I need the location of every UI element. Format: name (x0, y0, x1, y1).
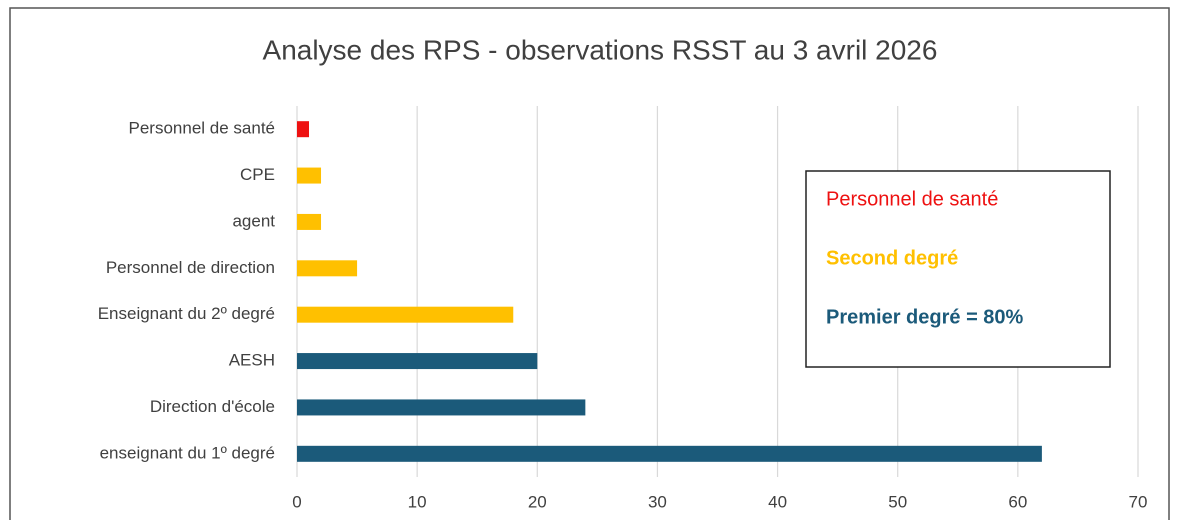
y-tick-label: Enseignant du 2º degré (98, 304, 275, 323)
bar (297, 167, 322, 184)
bar (297, 399, 586, 416)
bar (297, 445, 1042, 462)
bars: Personnel de santé CPE agent Personnel de d… (98, 119, 1042, 462)
bar (297, 353, 538, 370)
x-tick-label: 0 (292, 492, 301, 511)
x-tick-label: 30 (648, 492, 667, 511)
annotation-box (805, 170, 1111, 368)
y-tick-label: AESH (229, 351, 275, 370)
annotations: Personnel de santé Second degré Premier de… (826, 188, 1024, 328)
bar (297, 260, 358, 277)
x-tick-label: 70 (1129, 492, 1148, 511)
y-tick-label: Direction d'école (150, 397, 275, 416)
x-tick-label: 20 (528, 492, 547, 511)
x-tick-label: 40 (768, 492, 787, 511)
y-tick-label: CPE (240, 165, 275, 184)
x-tick-label: 10 (408, 492, 427, 511)
annotation: Premier degré = 80% (826, 306, 1024, 328)
chart-title: Analyse des RPS - observations RSST au 3… (263, 34, 938, 65)
y-tick-label: enseignant du 1º degré (100, 443, 275, 462)
x-tick-label: 60 (1008, 492, 1027, 511)
bar (297, 306, 514, 323)
y-tick-label: agent (232, 211, 275, 230)
y-tick-label: Personnel de santé (129, 119, 276, 138)
bar (297, 213, 322, 230)
bar (297, 121, 310, 138)
annotation: Personnel de santé (826, 188, 998, 210)
x-tick-label: 50 (888, 492, 907, 511)
y-tick-label: Personnel de direction (106, 258, 275, 277)
annotation: Second degré (826, 247, 958, 269)
